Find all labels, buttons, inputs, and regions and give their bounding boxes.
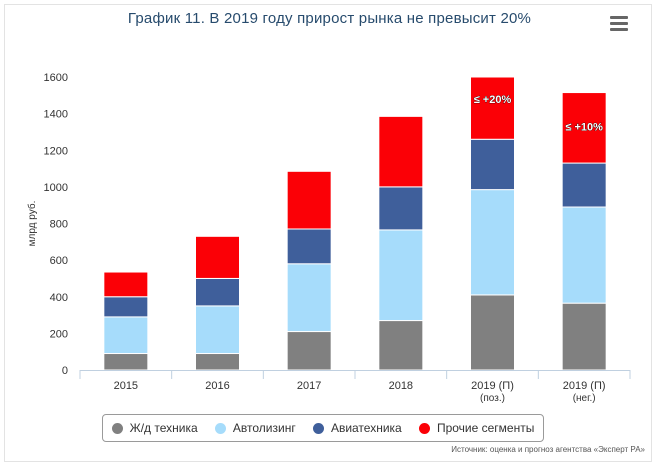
legend: Ж/д техника Автолизинг Авиатехника Прочи… bbox=[102, 414, 544, 442]
x-tick-label: 2016 bbox=[205, 380, 229, 392]
legend-marker-rail bbox=[112, 423, 123, 434]
bar-segment bbox=[379, 230, 423, 321]
bar-segment bbox=[104, 317, 148, 354]
legend-label: Автолизинг bbox=[233, 421, 296, 435]
x-tick-label: (поз.) bbox=[480, 393, 505, 404]
bar-segment bbox=[287, 264, 331, 332]
y-axis-label: млрд руб. bbox=[26, 201, 38, 247]
y-tick-label: 200 bbox=[50, 328, 68, 340]
x-tick-label: 2018 bbox=[389, 380, 413, 392]
data-annotation: ≤ +10% bbox=[565, 121, 603, 133]
source-note: Источник: оценка и прогноз агентства «Эк… bbox=[451, 445, 645, 454]
bar-segment bbox=[471, 77, 515, 139]
bar-segment bbox=[471, 139, 515, 189]
bar-segment bbox=[104, 297, 148, 317]
y-tick-label: 600 bbox=[50, 255, 68, 267]
bar-segment bbox=[196, 236, 240, 278]
bar-segment bbox=[287, 171, 331, 229]
bar-segment bbox=[562, 163, 606, 207]
bar-segment bbox=[104, 272, 148, 297]
y-tick-label: 1200 bbox=[44, 145, 68, 157]
bar-segment bbox=[471, 190, 515, 295]
legend-label: Прочие сегменты bbox=[437, 421, 534, 435]
x-tick-label: 2019 (П) bbox=[563, 380, 606, 392]
bar-segment bbox=[471, 295, 515, 370]
legend-label: Ж/д техника bbox=[130, 421, 198, 435]
x-tick-label: (нег.) bbox=[573, 393, 596, 404]
y-tick-label: 1400 bbox=[44, 109, 68, 121]
bar-segment bbox=[562, 207, 606, 303]
bar-segment bbox=[196, 278, 240, 305]
bar-segment bbox=[287, 332, 331, 370]
bar-segment bbox=[379, 321, 423, 370]
data-annotation: ≤ +20% bbox=[474, 94, 512, 106]
bar-segment bbox=[562, 303, 606, 370]
legend-item-auto[interactable]: Автолизинг bbox=[215, 421, 296, 435]
bar-segment bbox=[379, 116, 423, 187]
y-tick-label: 1000 bbox=[44, 182, 68, 194]
y-tick-label: 800 bbox=[50, 219, 68, 231]
bar-segment bbox=[379, 187, 423, 230]
legend-item-avia[interactable]: Авиатехника bbox=[313, 421, 402, 435]
y-tick-label: 400 bbox=[50, 292, 68, 304]
bar-segment bbox=[104, 354, 148, 370]
bar-segment bbox=[196, 306, 240, 354]
bar-segment bbox=[287, 229, 331, 264]
x-tick-label: 2015 bbox=[114, 380, 138, 392]
y-tick-label: 1600 bbox=[44, 72, 68, 84]
bar-segment bbox=[196, 354, 240, 370]
legend-marker-avia bbox=[313, 423, 324, 434]
x-tick-label: 2019 (П) bbox=[471, 380, 514, 392]
y-tick-label: 0 bbox=[62, 365, 68, 377]
legend-item-rail[interactable]: Ж/д техника bbox=[112, 421, 198, 435]
x-tick-label: 2017 bbox=[297, 380, 321, 392]
legend-label: Авиатехника bbox=[331, 421, 402, 435]
stacked-bar-chart: млрд руб. 0 200 400 600 800 1000 1200 1400 1600 20… bbox=[0, 0, 659, 467]
legend-marker-other bbox=[419, 423, 430, 434]
legend-marker-auto bbox=[215, 423, 226, 434]
legend-item-other[interactable]: Прочие сегменты bbox=[419, 421, 534, 435]
